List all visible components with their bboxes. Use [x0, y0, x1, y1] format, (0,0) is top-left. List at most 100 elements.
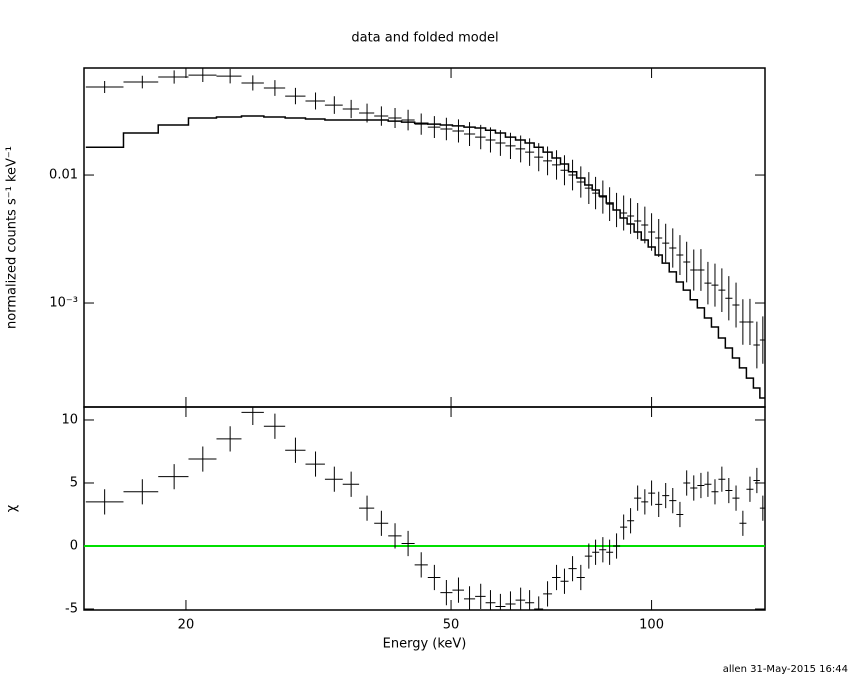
data-cross — [683, 241, 691, 283]
data-cross — [188, 446, 217, 472]
x-tick-label: 20 — [178, 618, 195, 633]
x-tick-label: 50 — [443, 618, 460, 633]
data-cross — [718, 466, 726, 492]
data-cross — [669, 488, 677, 514]
data-cross — [427, 116, 441, 139]
data-cross — [285, 87, 306, 105]
data-cross — [634, 202, 642, 240]
data-cross — [648, 480, 656, 506]
data-cross — [739, 510, 747, 536]
data-cross — [641, 206, 649, 244]
data-cross — [725, 276, 733, 321]
data-cross — [669, 228, 677, 268]
data-cross — [342, 99, 360, 119]
data-cross — [711, 479, 719, 505]
data-cross — [123, 479, 159, 505]
data-cross — [592, 176, 600, 210]
data-cross — [495, 593, 506, 610]
data-cross — [690, 249, 698, 291]
data-cross — [414, 552, 428, 578]
data-cross — [241, 407, 264, 426]
data-cross — [599, 537, 607, 563]
data-cross — [475, 583, 486, 609]
data-cross — [543, 581, 553, 607]
data-cross — [576, 564, 585, 591]
data-cross — [704, 471, 712, 497]
data-cross — [746, 476, 754, 502]
data-cross — [374, 510, 389, 536]
data-cross — [606, 187, 614, 221]
data-cross — [613, 533, 621, 559]
data-cross — [505, 591, 516, 610]
data-cross — [732, 485, 740, 511]
data-cross — [285, 437, 306, 463]
data-cross — [662, 482, 670, 509]
data-cross — [552, 150, 561, 180]
data-cross — [525, 590, 535, 610]
data-cross — [627, 198, 635, 234]
data-cross — [560, 155, 569, 186]
data-cross — [606, 539, 614, 565]
data-cross — [711, 263, 719, 307]
data-cross — [634, 485, 642, 511]
data-cross — [683, 470, 691, 496]
data-cross — [655, 218, 663, 258]
data-cross — [704, 261, 712, 305]
data-cross — [475, 124, 486, 150]
data-cross — [188, 68, 217, 83]
y-axis-label: normalized counts s⁻¹ keV⁻¹ — [5, 146, 20, 329]
data-cross — [759, 316, 765, 364]
data-cross — [324, 466, 343, 492]
data-cross — [123, 75, 159, 89]
data-cross — [534, 596, 544, 610]
data-cross — [440, 117, 453, 141]
data-cross — [305, 92, 325, 110]
y-tick-label: -5 — [65, 601, 78, 616]
data-cross — [158, 70, 189, 84]
data-cross — [620, 195, 628, 231]
data-cross — [515, 587, 526, 610]
plot-frame — [83, 67, 766, 408]
data-cross — [263, 413, 286, 439]
data-cross — [414, 113, 428, 135]
data-cross — [568, 556, 577, 582]
data-cross — [374, 106, 389, 126]
plot-frame — [83, 406, 766, 611]
data-cross — [241, 75, 264, 91]
y-tick-label: 5 — [70, 475, 78, 490]
data-cross — [305, 451, 325, 477]
data-cross — [648, 213, 656, 251]
data-cross — [732, 282, 740, 328]
y-tick-label: 10 — [61, 412, 78, 427]
chart-title: data and folded model — [351, 31, 498, 46]
data-cross — [697, 472, 705, 499]
data-cross — [359, 495, 375, 521]
data-cross — [401, 109, 415, 131]
data-cross — [662, 223, 670, 263]
data-cross — [216, 426, 242, 452]
data-cross — [576, 166, 585, 198]
data-cross — [485, 127, 496, 153]
data-cross — [676, 235, 684, 276]
y-tick-label: 0.01 — [49, 168, 78, 183]
data-cross — [725, 477, 733, 504]
data-cross — [718, 268, 726, 312]
y-tick-label: 10⁻³ — [49, 296, 78, 311]
data-cross — [676, 501, 684, 528]
x-tick-label: 100 — [639, 618, 664, 633]
data-cross — [641, 489, 649, 515]
data-cross — [85, 81, 124, 94]
data-cross — [452, 119, 465, 143]
data-cross — [627, 508, 635, 534]
data-cross — [464, 122, 476, 146]
data-cross — [495, 130, 506, 156]
data-cross — [452, 577, 465, 603]
data-cross — [568, 159, 577, 191]
data-cross — [753, 467, 760, 494]
data-cross — [158, 464, 189, 490]
data-cross — [324, 96, 343, 114]
data-cross — [599, 180, 607, 214]
data-cross — [263, 80, 286, 96]
data-cross — [690, 475, 698, 501]
